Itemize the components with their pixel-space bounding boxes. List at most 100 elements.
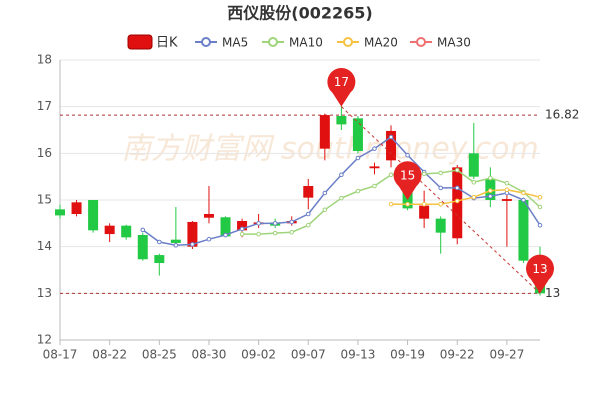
- ma-point: [157, 239, 162, 245]
- legend-marker: [201, 37, 211, 47]
- x-tick-label: 09-02: [241, 348, 276, 362]
- ma-point: [405, 152, 410, 158]
- ma-point: [190, 242, 195, 247]
- candle-body: [319, 115, 330, 149]
- reference-label: 16.82: [545, 108, 579, 122]
- ma-point: [421, 201, 427, 207]
- x-tick-label: 08-30: [192, 348, 227, 362]
- candle-body: [55, 209, 65, 216]
- legend-label: MA10: [289, 36, 323, 50]
- ma-point: [438, 201, 443, 207]
- x-tick-label: 09-19: [390, 348, 425, 362]
- candle-body: [104, 225, 115, 235]
- y-tick-label: 18: [37, 53, 52, 67]
- ma-point: [388, 172, 394, 178]
- candle-body: [203, 214, 214, 218]
- ma-point: [438, 185, 443, 191]
- ma-point: [339, 195, 344, 201]
- candle-body: [187, 221, 198, 247]
- ma-point: [537, 204, 543, 210]
- ma-point: [272, 221, 278, 226]
- ma-point: [322, 190, 328, 196]
- ma-point: [256, 231, 261, 237]
- x-tick-label: 09-13: [340, 348, 375, 362]
- ma-line: [391, 188, 541, 205]
- ma-point: [173, 242, 179, 248]
- x-tick-label: 08-25: [142, 348, 177, 362]
- y-tick-label: 13: [37, 286, 52, 300]
- ma-point: [471, 179, 477, 185]
- candle-body: [435, 218, 446, 233]
- candle-body: [336, 116, 347, 125]
- ma-point: [454, 167, 460, 173]
- ma-point: [504, 187, 510, 193]
- candle-body: [121, 225, 132, 238]
- ma-point: [239, 226, 245, 232]
- ma-point: [471, 194, 477, 200]
- ma-point: [454, 185, 460, 191]
- ma-point: [438, 170, 443, 176]
- y-tick-label: 12: [37, 333, 52, 347]
- ma-point: [140, 227, 146, 233]
- ma-point: [289, 229, 295, 235]
- ma-point: [488, 193, 493, 199]
- x-tick-label: 09-27: [489, 348, 524, 362]
- candle-body: [137, 235, 148, 260]
- legend-label: MA20: [364, 36, 398, 50]
- candle-body: [386, 130, 397, 161]
- reference-label: 13: [545, 286, 560, 300]
- candle-body: [419, 205, 430, 219]
- y-tick-label: 16: [37, 146, 52, 160]
- legend-marker: [343, 37, 353, 47]
- y-tick-label: 14: [37, 239, 52, 253]
- ma-point: [388, 134, 394, 140]
- ma-point: [421, 171, 427, 177]
- candle-body: [88, 200, 99, 231]
- ma-point: [239, 231, 245, 237]
- legend-label: MA5: [222, 36, 248, 50]
- ma-point: [372, 146, 377, 151]
- candle-body: [220, 217, 231, 237]
- pin: [526, 254, 555, 294]
- ma-point: [537, 222, 543, 228]
- ma-point: [504, 180, 510, 186]
- candle-body: [352, 118, 363, 151]
- ma-point: [223, 232, 228, 238]
- legend-marker: [268, 37, 278, 47]
- ma-point: [305, 222, 311, 228]
- pin: [393, 161, 422, 200]
- ma-point: [322, 207, 328, 213]
- ma-point: [454, 198, 460, 204]
- candle-body: [71, 202, 82, 214]
- chart-title: 西仪股份(002265): [227, 4, 372, 23]
- ma-point: [521, 190, 526, 196]
- x-tick-label: 09-22: [440, 348, 475, 362]
- ma-point: [289, 219, 295, 225]
- candle-body: [237, 221, 248, 231]
- ma-point: [305, 211, 311, 217]
- y-tick-label: 17: [37, 99, 52, 113]
- y-tick-label: 15: [37, 193, 52, 207]
- ma-point: [272, 230, 278, 236]
- candle-body: [501, 199, 512, 201]
- x-tick-label: 08-22: [92, 348, 127, 362]
- pin-label: 17: [334, 75, 349, 89]
- pin-label: 15: [400, 169, 415, 183]
- pin: [327, 67, 356, 107]
- candle-body: [518, 200, 529, 261]
- x-tick-label: 09-07: [291, 348, 326, 362]
- ma-point: [256, 221, 261, 226]
- ma-point: [355, 188, 361, 194]
- legend-label: 日K: [156, 36, 178, 51]
- candle-body: [369, 166, 380, 169]
- candle-body: [468, 153, 479, 177]
- candle-body: [170, 239, 181, 243]
- x-tick-label: 08-17: [43, 348, 78, 362]
- ma-point: [521, 197, 526, 203]
- ma-point: [488, 175, 493, 181]
- ma-point: [372, 183, 377, 189]
- ma-point: [488, 188, 493, 193]
- candle-body: [303, 186, 314, 198]
- ma-point: [388, 201, 394, 207]
